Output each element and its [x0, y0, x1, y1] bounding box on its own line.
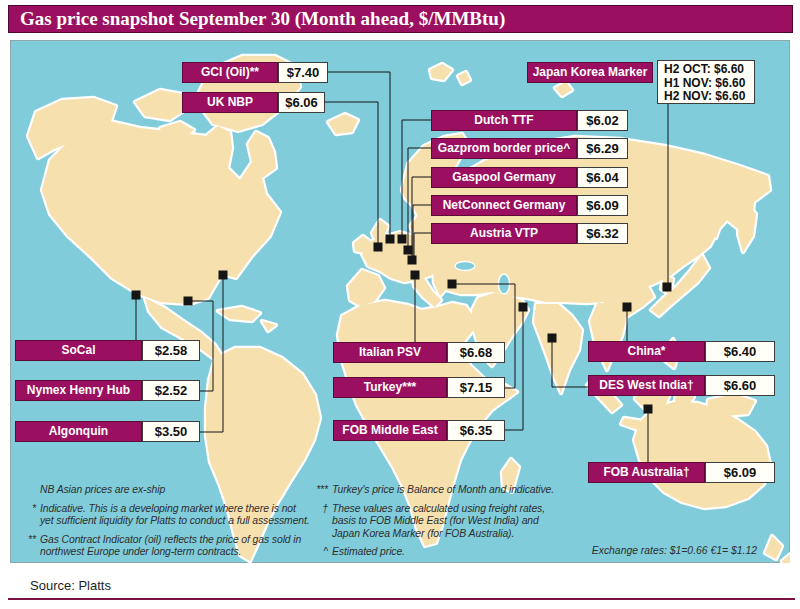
hub-fob-australia-label: FOB Australia† — [588, 462, 705, 483]
black-sea — [455, 262, 475, 271]
hub-jkm-prices: H2 OCT: $6.60 H1 NOV: $6.60 H2 NOV: $6.6… — [657, 60, 755, 104]
jkm-line-2: H1 NOV: $6.60 — [664, 77, 754, 91]
marker-socal — [132, 291, 141, 300]
hub-gci: GCI (Oil)**$7.40 — [182, 62, 328, 83]
marker-nymex — [184, 297, 193, 306]
hub-turkey: Turkey***$7.15 — [333, 377, 505, 398]
marker-west-india — [548, 334, 557, 343]
hub-austria-price: $6.32 — [577, 223, 628, 244]
hub-gaspool: Gaspool Germany$6.04 — [431, 167, 628, 188]
hub-fob-australia-price: $6.09 — [705, 462, 775, 483]
footnote-turkey: ***Turkey's price is Balance of Month an… — [308, 484, 608, 497]
hub-austria-label: Austria VTP — [431, 223, 577, 244]
hub-fob-australia: FOB Australia†$6.09 — [588, 462, 775, 483]
hub-china: China*$6.40 — [588, 341, 775, 362]
marker-algonquin — [219, 271, 228, 280]
hub-italian-psv-price: $6.68 — [447, 342, 505, 363]
hub-dutch-ttf-price: $6.02 — [577, 110, 628, 131]
hub-jkm-label: Japan Korea Marker — [527, 62, 653, 83]
hub-west-india: DES West India†$6.60 — [588, 375, 775, 396]
marker-gazprom — [404, 246, 413, 255]
footnote-nb: NB Asian prices are ex-ship — [24, 484, 334, 497]
jkm-line-3: H2 NOV: $6.60 — [664, 90, 754, 104]
marker-italian-psv — [411, 271, 420, 280]
hub-fob-middle-east-label: FOB Middle East — [333, 420, 447, 441]
hub-gazprom: Gazprom border price^$6.29 — [431, 138, 628, 159]
hub-gazprom-label: Gazprom border price^ — [431, 138, 577, 159]
marker-australia — [644, 405, 653, 414]
marker-fob-middle-east — [519, 303, 528, 312]
hub-netconnect-price: $6.09 — [577, 195, 628, 216]
hub-nymex: Nymex Henry Hub$2.52 — [15, 380, 200, 401]
jkm-line-1: H2 OCT: $6.60 — [664, 63, 754, 77]
hub-socal-label: SoCal — [15, 340, 142, 361]
hub-fob-middle-east-price: $6.35 — [447, 420, 505, 441]
hub-nymex-price: $2.52 — [142, 380, 200, 401]
hub-gci-price: $7.40 — [278, 62, 328, 83]
footnote-indicative: *Indicative. This is a developing market… — [24, 503, 334, 528]
hub-algonquin-label: Algonquin — [15, 421, 142, 442]
marker-china — [623, 303, 632, 312]
hub-china-price: $6.40 — [705, 341, 775, 362]
hub-netconnect: NetConnect Germany$6.09 — [431, 195, 628, 216]
marker-japan-korea — [663, 283, 672, 292]
hub-gci-label: GCI (Oil)** — [182, 62, 278, 83]
marker-gci — [386, 235, 395, 244]
marker-gaspool — [408, 256, 417, 265]
marker-dutch-ttf — [398, 235, 407, 244]
hub-socal: SoCal$2.58 — [15, 340, 200, 361]
hub-gaspool-label: Gaspool Germany — [431, 167, 577, 188]
hub-uk-nbp: UK NBP$6.06 — [182, 92, 325, 113]
hub-dutch-ttf-label: Dutch TTF — [431, 110, 577, 131]
hub-jkm: Japan Korea Marker — [527, 62, 653, 83]
hub-algonquin-price: $3.50 — [142, 421, 200, 442]
exchange-rates: Exchange rates: $1=0.66 €1= $1.12 — [457, 545, 757, 556]
hub-nymex-label: Nymex Henry Hub — [15, 380, 142, 401]
footnote-freight: †These values are calculated using freig… — [308, 503, 608, 541]
source-rule — [8, 598, 795, 600]
hub-austria: Austria VTP$6.32 — [431, 223, 628, 244]
hub-fob-middle-east: FOB Middle East$6.35 — [333, 420, 505, 441]
marker-turkey — [448, 280, 457, 289]
footnotes-left: NB Asian prices are ex-ship *Indicative.… — [24, 484, 334, 565]
hub-socal-price: $2.58 — [142, 340, 200, 361]
hub-gazprom-price: $6.29 — [577, 138, 628, 159]
marker-uk-nbp — [374, 243, 383, 252]
footnote-gci: **Gas Contract Indicator (oil) reflects … — [24, 534, 334, 559]
hub-china-label: China* — [588, 341, 705, 362]
hub-dutch-ttf: Dutch TTF$6.02 — [431, 110, 628, 131]
hub-algonquin: Algonquin$3.50 — [15, 421, 200, 442]
hub-italian-psv-label: Italian PSV — [333, 342, 447, 363]
hub-turkey-label: Turkey*** — [333, 377, 447, 398]
hub-uk-nbp-price: $6.06 — [278, 92, 325, 113]
hub-gaspool-price: $6.04 — [577, 167, 628, 188]
hub-west-india-label: DES West India† — [588, 375, 705, 396]
hub-uk-nbp-label: UK NBP — [182, 92, 278, 113]
hub-west-india-price: $6.60 — [705, 375, 775, 396]
hub-turkey-price: $7.15 — [447, 377, 505, 398]
hub-italian-psv: Italian PSV$6.68 — [333, 342, 505, 363]
hub-netconnect-label: NetConnect Germany — [431, 195, 577, 216]
source-label: Source: Platts — [30, 578, 111, 593]
